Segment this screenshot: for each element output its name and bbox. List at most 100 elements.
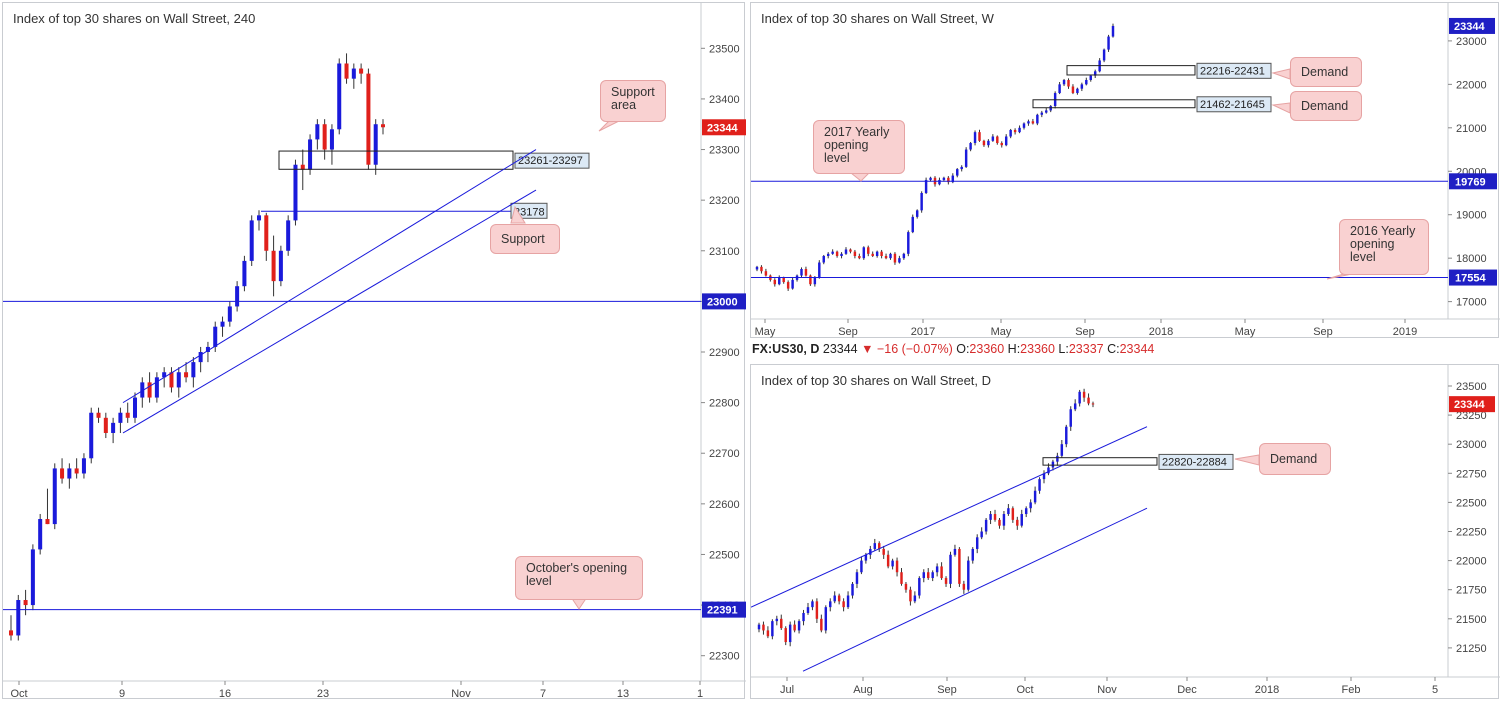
candle-body [806, 607, 810, 613]
candle-body [964, 149, 968, 167]
candle-body [829, 601, 832, 608]
candle-body [1069, 409, 1072, 427]
x-tick-label: Jul [780, 684, 794, 696]
candle-body [793, 624, 796, 631]
channel-lower-line [122, 189, 537, 434]
candle-body [1073, 403, 1077, 410]
demand-zone-2 [1032, 99, 1196, 109]
h4-chart-panel[interactable]: Index of top 30 shares on Wall Street, 2… [2, 2, 746, 700]
candle-body [778, 277, 781, 285]
candle-body [864, 554, 868, 561]
candle-body [205, 346, 210, 352]
candle-body [837, 595, 841, 602]
h4-chart-svg[interactable]: 23500 23400 23300 23200 23100 23000 22900 22800… [3, 3, 746, 700]
candle-body [256, 215, 262, 221]
candle-body [755, 266, 759, 270]
weekly-chart-panel[interactable]: Index of top 30 shares on Wall Street, W… [750, 2, 1500, 339]
x-tick-label: May [991, 326, 1012, 338]
x-tick-label: 2019 [1393, 326, 1417, 338]
candle-body [987, 140, 990, 146]
y-tick-label: 22500 [1456, 497, 1487, 509]
daily-info-bar: FX:US30, D 23344 ▼ −16 (−0.07%) O:23360 … [752, 342, 1154, 356]
candle-body [958, 548, 961, 584]
candle-body [1078, 391, 1081, 404]
candle-body [971, 548, 974, 561]
candle-body [23, 600, 28, 606]
candle-body [271, 250, 276, 282]
candle-body [1016, 519, 1019, 526]
candle-body [1024, 508, 1028, 515]
candle-body [1056, 455, 1059, 462]
candle-body [337, 63, 342, 130]
candle-body [1007, 508, 1010, 515]
candle-body [96, 412, 101, 418]
candle-body [949, 554, 952, 584]
candle-body [982, 140, 986, 146]
daily-demand-zone [1042, 457, 1158, 466]
x-tick-label: Nov [1097, 684, 1117, 696]
candle-body [30, 549, 35, 606]
demand-zone-1 [1066, 65, 1196, 76]
candle-body [867, 247, 870, 254]
yearly-2017-callout: 2017 Yearly opening level [813, 120, 905, 174]
daily-chart-panel[interactable]: Index of top 30 shares on Wall Street, D… [750, 364, 1500, 700]
candle-body [293, 164, 298, 221]
x-tick-label: Oct [1016, 684, 1033, 696]
x-tick-label: Dec [1177, 684, 1197, 696]
candle-body [944, 578, 948, 584]
candle-body [993, 514, 997, 520]
candle-body [1002, 514, 1006, 526]
y-tick-label: 21750 [1456, 585, 1487, 597]
candle-body [797, 621, 801, 631]
weekly-demand-callout-2: Demand [1290, 91, 1362, 121]
x-tick-label: Sep [1313, 326, 1333, 338]
candle-body [967, 560, 970, 590]
last-price-tag [1449, 396, 1495, 413]
x-tick-label: 9 [119, 688, 125, 700]
y-tick-label: 18000 [1456, 253, 1487, 265]
candle-body [927, 572, 930, 579]
candle-body [849, 249, 852, 252]
candle-body [886, 554, 890, 567]
daily-chart-svg[interactable]: 23500 23250 23000 22750 22500 22250 22000 21750… [751, 365, 1500, 700]
candle-body [826, 253, 830, 256]
time-axis: Jul Aug Sep Oct Nov Dec 2018 Feb 5 [780, 677, 1438, 696]
level-19769-tag [1449, 173, 1497, 190]
candle-body [242, 260, 247, 287]
candle-body [860, 560, 863, 573]
candle-body [996, 136, 999, 144]
candle-body [898, 258, 901, 263]
price-axis: 23500 23400 23300 23200 23100 23000 22900 22800… [701, 43, 740, 663]
x-tick-label: Sep [838, 326, 858, 338]
candle-body [840, 253, 843, 256]
candle-body [989, 514, 992, 520]
symbol-label: FX:US30, D [752, 342, 820, 356]
candle-body [784, 628, 787, 643]
y-tick-label: 17000 [1456, 297, 1487, 309]
candle-body [1033, 490, 1037, 503]
demand-zone-1-tag [1196, 62, 1272, 79]
y-tick-label: 22000 [1456, 556, 1487, 568]
candle-body [1087, 397, 1090, 404]
candle-body [820, 618, 823, 631]
candle-body [973, 132, 977, 144]
demand-1-pointer [1271, 68, 1291, 80]
y-tick-label: 22700 [709, 448, 740, 460]
candle-body [1076, 88, 1079, 94]
candle-body [962, 583, 966, 590]
demand-2-pointer [1271, 102, 1291, 114]
candle-body [169, 372, 174, 388]
candle-body [264, 215, 269, 251]
candle-body [1004, 136, 1008, 146]
candle-body [52, 468, 57, 525]
time-axis: Oct 9 16 23 Nov 7 13 1 [10, 681, 703, 700]
candle-body [74, 468, 79, 474]
x-tick-label: 1 [697, 688, 703, 700]
candle-body [286, 220, 291, 251]
x-tick-label: Sep [1075, 326, 1095, 338]
candle-body [1093, 71, 1097, 76]
x-tick-label: 2018 [1149, 326, 1173, 338]
candle-body [786, 282, 790, 289]
